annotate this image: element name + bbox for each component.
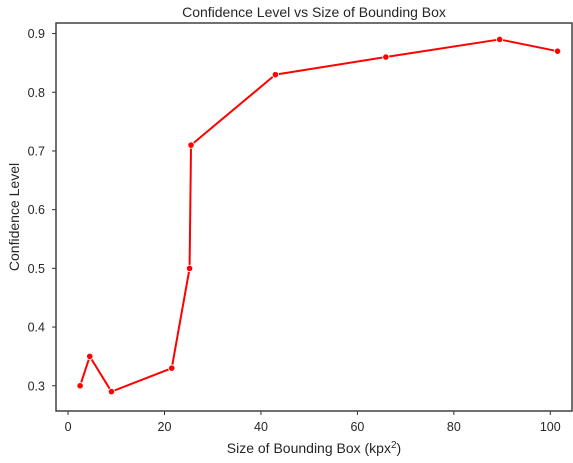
data-point	[168, 364, 176, 372]
data-point	[86, 352, 94, 361]
plot-area	[55, 22, 573, 412]
data-point	[382, 53, 390, 61]
series-line	[79, 38, 558, 393]
y-tick-label: 0.5	[28, 262, 45, 276]
y-tick-label: 0.7	[28, 144, 45, 158]
data-point	[76, 382, 84, 390]
data-point	[553, 47, 562, 55]
data-point	[496, 35, 504, 44]
y-tick-label: 0.4	[28, 321, 45, 335]
y-tick-label: 0.8	[28, 86, 45, 100]
y-tick-label: 0.9	[28, 27, 45, 41]
x-tick-label: 0	[65, 420, 72, 434]
x-tick-label: 60	[350, 420, 364, 434]
y-axis-label: Confidence Level	[6, 163, 22, 271]
y-tick-label: 0.6	[28, 203, 45, 217]
data-point	[271, 71, 280, 79]
x-axis-ticks: 0 20 40 60 80 100	[65, 411, 561, 434]
x-tick-label: 20	[158, 420, 172, 434]
data-point	[185, 264, 194, 272]
data-point	[187, 141, 195, 149]
x-tick-label: 100	[540, 420, 561, 434]
x-tick-label: 80	[447, 420, 461, 434]
y-axis-ticks: 0.3 0.4 0.5 0.6 0.7 0.8 0.9	[28, 27, 56, 393]
data-point	[107, 388, 116, 396]
y-tick-label: 0.3	[28, 379, 45, 393]
x-axis-label: Size of Bounding Box (kpx2)	[227, 440, 401, 456]
series-group	[76, 35, 562, 396]
x-tick-label: 40	[254, 420, 268, 434]
chart-title: Confidence Level vs Size of Bounding Box	[182, 4, 446, 20]
